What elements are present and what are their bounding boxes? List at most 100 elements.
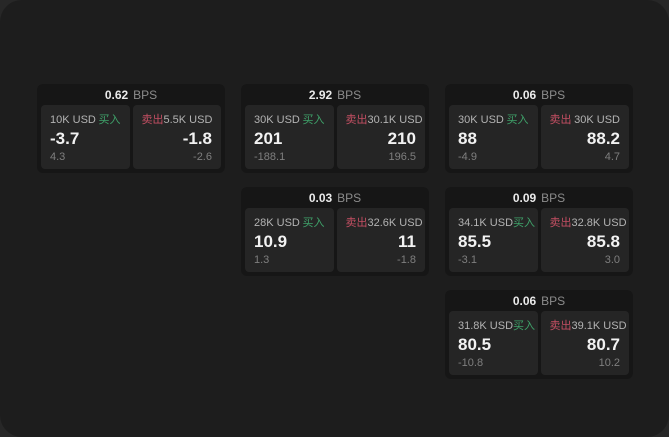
sell-delta: -1.8 [397, 254, 416, 266]
buy-side-label: 买入 [506, 114, 529, 126]
sell-price: 11 [398, 231, 416, 251]
buy-price: 85.5 [458, 231, 492, 251]
sell-pane[interactable]: 卖出 5.5K USD -1.8 -2.6 [132, 105, 221, 169]
buy-pane-top: 10K USD 买入 [50, 111, 121, 127]
sell-side-label: 卖出 [549, 320, 572, 332]
buy-price: -3.7 [50, 128, 80, 148]
sell-notional: 32.8K USD [571, 217, 627, 229]
spread-header: 0.62 BPS [37, 84, 225, 105]
sell-delta: 196.5 [388, 151, 416, 163]
spread-value: 2.92 [308, 87, 333, 102]
buy-price: 201 [254, 128, 283, 148]
spread-header: 0.06 BPS [445, 84, 633, 105]
quote-cards-grid: 0.62 BPS 10K USD 买入 -3.7 4.3 卖出 5.5K USD… [37, 84, 633, 379]
spread-value: 0.62 [104, 87, 129, 102]
sell-pane[interactable]: 卖出 32.8K USD 85.8 3.0 [540, 208, 629, 272]
sell-price: 210 [387, 128, 416, 148]
buy-side-label: 买入 [513, 217, 536, 229]
quote-panes: 34.1K USD 买入 85.5 -3.1 卖出 32.8K USD 85.8… [445, 208, 633, 276]
quote-card[interactable]: 0.62 BPS 10K USD 买入 -3.7 4.3 卖出 5.5K USD… [37, 84, 225, 173]
sell-notional: 32.6K USD [367, 217, 423, 229]
sell-notional: 30.1K USD [367, 114, 423, 126]
sell-pane[interactable]: 卖出 30.1K USD 210 196.5 [336, 105, 425, 169]
sell-notional: 5.5K USD [163, 114, 213, 126]
quote-card[interactable]: 0.06 BPS 31.8K USD 买入 80.5 -10.8 卖出 39.1… [445, 290, 633, 379]
buy-side-label: 买入 [302, 217, 325, 229]
buy-pane[interactable]: 30K USD 买入 88 -4.9 [449, 105, 538, 169]
quote-card[interactable]: 2.92 BPS 30K USD 买入 201 -188.1 卖出 30.1K … [241, 84, 429, 173]
sell-notional: 30K USD [574, 114, 620, 126]
buy-pane-top: 28K USD 买入 [254, 214, 325, 230]
buy-pane-top: 30K USD 买入 [254, 111, 325, 127]
buy-notional: 10K USD [50, 114, 96, 126]
buy-pane[interactable]: 28K USD 买入 10.9 1.3 [245, 208, 334, 272]
buy-side-label: 买入 [98, 114, 121, 126]
buy-side-label: 买入 [302, 114, 325, 126]
spread-header: 0.09 BPS [445, 187, 633, 208]
buy-pane-top: 34.1K USD 买入 [458, 214, 535, 230]
buy-pane-top: 31.8K USD 买入 [458, 317, 535, 333]
sell-pane[interactable]: 卖出 32.6K USD 11 -1.8 [336, 208, 425, 272]
spread-unit: BPS [133, 87, 158, 102]
buy-delta: 4.3 [50, 151, 66, 163]
sell-delta: 4.7 [604, 151, 620, 163]
buy-side-label: 买入 [513, 320, 536, 332]
sell-pane-top: 卖出 32.6K USD [345, 214, 423, 230]
sell-pane[interactable]: 卖出 39.1K USD 80.7 10.2 [540, 311, 629, 375]
spread-header: 0.06 BPS [445, 290, 633, 311]
buy-pane[interactable]: 31.8K USD 买入 80.5 -10.8 [449, 311, 538, 375]
buy-notional: 34.1K USD [458, 217, 514, 229]
buy-delta: -3.1 [458, 254, 477, 266]
buy-pane[interactable]: 30K USD 买入 201 -188.1 [245, 105, 334, 169]
spread-value: 0.09 [512, 190, 537, 205]
sell-side-label: 卖出 [345, 114, 368, 126]
sell-delta: 10.2 [598, 357, 620, 369]
sell-side-label: 卖出 [345, 217, 368, 229]
sell-pane-top: 卖出 30K USD [550, 111, 621, 127]
spread-header: 2.92 BPS [241, 84, 429, 105]
quote-card[interactable]: 0.06 BPS 30K USD 买入 88 -4.9 卖出 30K USD 8… [445, 84, 633, 173]
spread-value: 0.03 [308, 190, 333, 205]
buy-delta: 1.3 [254, 254, 270, 266]
quote-card[interactable]: 0.03 BPS 28K USD 买入 10.9 1.3 卖出 32.6K US… [241, 187, 429, 276]
buy-price: 88 [458, 128, 477, 148]
quote-panes: 10K USD 买入 -3.7 4.3 卖出 5.5K USD -1.8 -2.… [37, 105, 225, 173]
spread-header: 0.03 BPS [241, 187, 429, 208]
buy-pane-top: 30K USD 买入 [458, 111, 529, 127]
buy-pane[interactable]: 10K USD 买入 -3.7 4.3 [41, 105, 130, 169]
sell-side-label: 卖出 [141, 114, 164, 126]
sell-price: 88.2 [586, 128, 620, 148]
buy-notional: 30K USD [254, 114, 300, 126]
quote-card[interactable]: 0.09 BPS 34.1K USD 买入 85.5 -3.1 卖出 32.8K… [445, 187, 633, 276]
sell-delta: 3.0 [604, 254, 620, 266]
sell-pane-top: 卖出 32.8K USD [549, 214, 627, 230]
spread-unit: BPS [337, 87, 362, 102]
spread-unit: BPS [541, 190, 566, 205]
sell-pane[interactable]: 卖出 30K USD 88.2 4.7 [540, 105, 629, 169]
sell-side-label: 卖出 [549, 114, 572, 126]
sell-pane-top: 卖出 5.5K USD [142, 111, 213, 127]
quote-panes: 30K USD 买入 201 -188.1 卖出 30.1K USD 210 1… [241, 105, 429, 173]
quote-panes: 28K USD 买入 10.9 1.3 卖出 32.6K USD 11 -1.8 [241, 208, 429, 276]
buy-delta: -188.1 [254, 151, 286, 163]
spread-value: 0.06 [512, 87, 537, 102]
quote-panes: 31.8K USD 买入 80.5 -10.8 卖出 39.1K USD 80.… [445, 311, 633, 379]
sell-price: 85.8 [586, 231, 620, 251]
buy-notional: 31.8K USD [458, 320, 514, 332]
sell-delta: -2.6 [193, 151, 212, 163]
spread-unit: BPS [337, 190, 362, 205]
quote-panes: 30K USD 买入 88 -4.9 卖出 30K USD 88.2 4.7 [445, 105, 633, 173]
buy-price: 80.5 [458, 334, 492, 354]
sell-price: -1.8 [182, 128, 212, 148]
sell-pane-top: 卖出 39.1K USD [549, 317, 627, 333]
sell-side-label: 卖出 [549, 217, 572, 229]
buy-notional: 30K USD [458, 114, 504, 126]
buy-notional: 28K USD [254, 217, 300, 229]
spread-value: 0.06 [512, 293, 537, 308]
buy-price: 10.9 [254, 231, 288, 251]
buy-delta: -10.8 [458, 357, 484, 369]
sell-notional: 39.1K USD [571, 320, 627, 332]
buy-pane[interactable]: 34.1K USD 买入 85.5 -3.1 [449, 208, 538, 272]
buy-delta: -4.9 [458, 151, 477, 163]
